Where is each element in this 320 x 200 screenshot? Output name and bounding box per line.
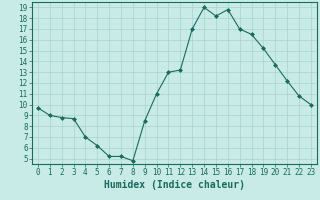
- X-axis label: Humidex (Indice chaleur): Humidex (Indice chaleur): [104, 180, 245, 190]
